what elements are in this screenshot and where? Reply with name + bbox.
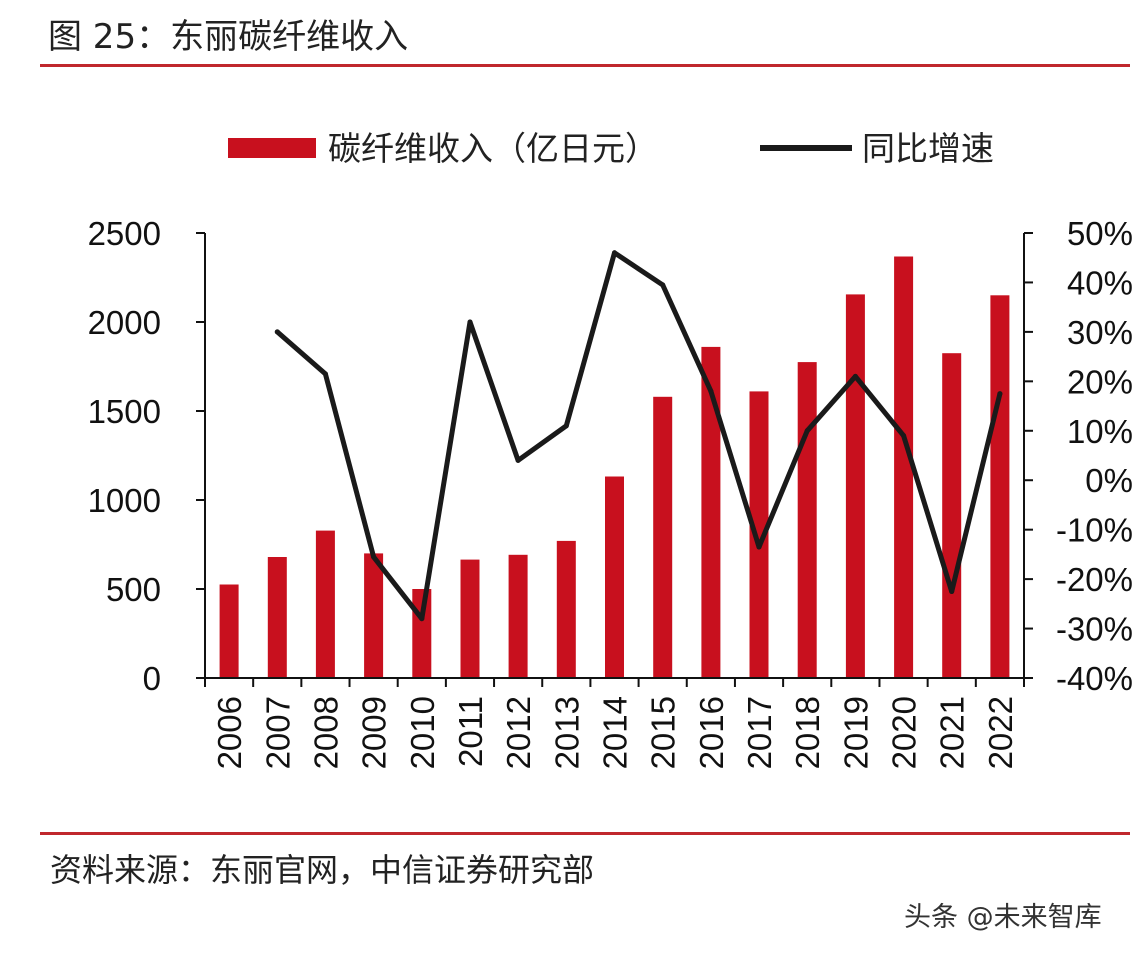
- x-tick-label-2012: 2012: [500, 696, 537, 769]
- right-tick-label--10: -10%: [1056, 512, 1133, 549]
- left-tick-label-2000: 2000: [88, 304, 161, 341]
- revenue-bar-2012: [508, 554, 528, 678]
- revenue-bar-2018: [797, 362, 817, 678]
- growth-line-layer: [274, 250, 1003, 622]
- revenue-bar-2020: [894, 256, 914, 678]
- x-tick-label-2018: 2018: [789, 696, 826, 769]
- right-tick-label-50: 50%: [1067, 215, 1133, 252]
- figure-title: 图 25：东丽碳纤维收入: [48, 17, 409, 57]
- revenue-bar-2022: [990, 295, 1010, 678]
- revenue-bar-2015: [653, 396, 673, 678]
- revenue-bar-2013: [556, 540, 576, 678]
- revenue-bar-2011: [460, 559, 480, 678]
- x-tick-label-2006: 2006: [211, 696, 248, 769]
- left-tick-label-500: 500: [106, 571, 161, 608]
- watermark: 头条 @未来智库: [904, 902, 1102, 933]
- right-tick-label--30: -30%: [1056, 611, 1133, 648]
- x-tick-label-2010: 2010: [404, 696, 441, 769]
- growth-point-2015: [660, 282, 666, 288]
- growth-point-2009: [371, 554, 377, 560]
- legend-bar-swatch: [228, 138, 316, 158]
- right-tick-label--20: -20%: [1056, 561, 1133, 598]
- x-tick-label-2013: 2013: [548, 696, 585, 769]
- x-tick-label-2021: 2021: [934, 696, 971, 769]
- x-tick-label-2022: 2022: [982, 696, 1019, 769]
- axes-layer: 0 500 1000 1500 2000 2500 -40% -30% -20% -10% 0% 10…: [88, 215, 1133, 769]
- bottom-rule: [40, 832, 1130, 835]
- right-tick-label-40: 40%: [1067, 264, 1133, 301]
- left-tick-label-0: 0: [143, 660, 161, 697]
- revenue-bar-2008: [315, 530, 335, 678]
- x-tick-label-2011: 2011: [452, 696, 489, 767]
- legend-bar-label: 碳纤维收入（亿日元）: [328, 129, 658, 168]
- growth-rate-line: [274, 250, 1003, 622]
- x-tick-label-2014: 2014: [597, 696, 634, 769]
- right-tick-label--40: -40%: [1056, 660, 1133, 697]
- x-tick-label-2007: 2007: [259, 696, 296, 769]
- growth-point-2010: [419, 616, 425, 622]
- growth-point-2013: [563, 423, 569, 429]
- x-tick-label-2019: 2019: [837, 696, 874, 769]
- revenue-bar-2010: [412, 589, 432, 678]
- x-tick-label-2008: 2008: [307, 696, 344, 769]
- growth-point-2016: [708, 388, 714, 394]
- growth-point-2018: [804, 428, 810, 434]
- x-tick-label-2016: 2016: [693, 696, 730, 769]
- right-tick-label-30: 30%: [1067, 314, 1133, 351]
- growth-point-2022: [997, 391, 1003, 397]
- left-tick-label-2500: 2500: [88, 215, 161, 252]
- growth-point-2020: [901, 433, 907, 439]
- x-tick-label-2017: 2017: [741, 696, 778, 769]
- growth-point-2008: [322, 371, 328, 377]
- right-tick-label-10: 10%: [1067, 413, 1133, 450]
- x-tick-label-2015: 2015: [645, 696, 682, 769]
- legend-line-label: 同比增速: [862, 129, 994, 168]
- revenue-bar-2014: [605, 476, 624, 678]
- revenue-bar-2007: [267, 557, 287, 678]
- growth-point-2019: [852, 373, 858, 379]
- right-tick-label-20: 20%: [1067, 363, 1133, 400]
- x-tick-label-2009: 2009: [356, 696, 393, 769]
- revenue-bar-2009: [364, 553, 384, 678]
- left-tick-label-1000: 1000: [88, 482, 161, 519]
- x-tick-label-2020: 2020: [886, 696, 923, 769]
- growth-point-2017: [756, 544, 762, 550]
- top-rule: [40, 64, 1130, 67]
- revenue-bar-2019: [845, 294, 865, 678]
- growth-point-2007: [274, 329, 280, 335]
- right-tick-label-0: 0%: [1085, 462, 1133, 499]
- source-note: 资料来源：东丽官网，中信证券研究部: [50, 851, 595, 889]
- growth-point-2011: [467, 319, 473, 325]
- revenue-bar-2016: [701, 346, 721, 678]
- growth-point-2021: [949, 589, 955, 594]
- revenue-bar-2017: [749, 391, 769, 678]
- bars-layer: [219, 256, 1010, 678]
- growth-point-2012: [515, 457, 521, 463]
- growth-point-2014: [612, 250, 617, 256]
- legend: 碳纤维收入（亿日元） 同比增速: [228, 129, 994, 168]
- revenue-bar-2006: [219, 584, 239, 678]
- left-tick-label-1500: 1500: [88, 393, 161, 430]
- revenue-bar-2021: [942, 353, 962, 678]
